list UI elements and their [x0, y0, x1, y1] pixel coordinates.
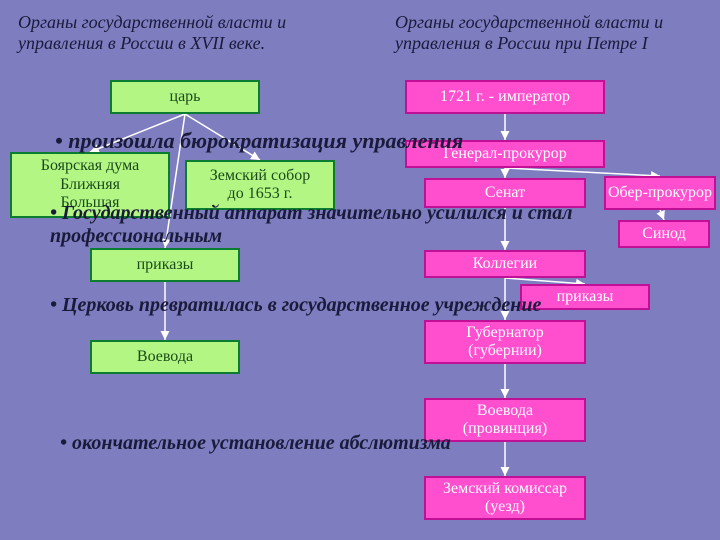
box-ober-prokuror: Обер-прокурор [604, 176, 716, 210]
box-tsar: царь [110, 80, 260, 114]
title-right: Органы государственной власти и управлен… [395, 12, 715, 54]
box-gubernator: Губернатор(губернии) [424, 320, 586, 364]
title-left: Органы государственной власти и управлен… [18, 12, 338, 54]
box-voevoda: Воевода [90, 340, 240, 374]
bullet-church: • Церковь превратилась в государственное… [50, 294, 580, 317]
bullet-bureaucratization: • произошла бюрократизация управления [55, 128, 463, 154]
box-sinod: Синод [618, 220, 710, 248]
bullet-absolutism: • окончательное установление абслютизма [60, 432, 451, 455]
box-zemsky-komissar: Земский комиссар(уезд) [424, 476, 586, 520]
box-prikazy: приказы [90, 248, 240, 282]
box-kollegii: Коллегии [424, 250, 586, 278]
bullet-apparatus: • Государственный аппарат значительно ус… [50, 202, 590, 248]
box-emperor: 1721 г. - император [405, 80, 605, 114]
